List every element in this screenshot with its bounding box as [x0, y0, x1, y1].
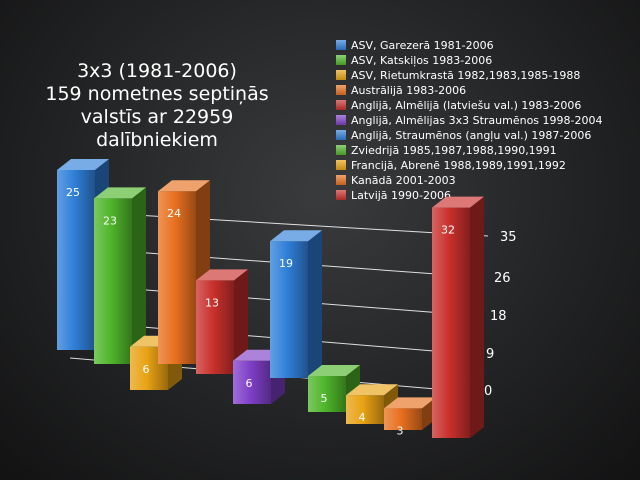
legend-swatch	[336, 145, 346, 155]
y-tick-label: 35	[500, 230, 517, 245]
legend-swatch	[336, 130, 346, 140]
bar-top	[270, 230, 322, 242]
bar-value-label: 6	[246, 377, 253, 390]
bar-value-label: 25	[66, 186, 80, 199]
legend-swatch	[336, 85, 346, 95]
bar-front	[270, 241, 308, 378]
legend-swatch	[336, 100, 346, 110]
bar-front	[346, 395, 384, 424]
legend-label: ASV, Garezerā 1981-2006	[351, 39, 494, 52]
y-tick-label: 26	[494, 271, 511, 286]
bar: 3	[384, 397, 436, 437]
legend-label: Zviedrijā 1985,1987,1988,1990,1991	[351, 144, 557, 157]
bar-top	[196, 269, 248, 281]
bar-top	[432, 196, 484, 208]
bars: 25 23 6 24 13 6 19 5 4 3 32	[57, 159, 484, 438]
legend-swatch	[336, 115, 346, 125]
bar: 19	[270, 230, 322, 378]
legend-swatch	[336, 175, 346, 185]
bar-top	[57, 159, 109, 170]
legend-label: ASV, Rietumkrastā 1982,1983,1985-1988	[351, 69, 580, 82]
bar-top	[308, 365, 360, 376]
bar-front	[432, 207, 470, 438]
bar: 13	[196, 269, 248, 374]
legend-label: Anglijā, Straumēnos (angļu val.) 1987-20…	[351, 129, 591, 142]
bar-front	[384, 408, 422, 430]
legend-swatch	[336, 70, 346, 80]
bar-top	[384, 397, 436, 409]
bar-top	[158, 180, 210, 192]
title-line-3: valstīs ar 22959	[81, 106, 234, 128]
bar-value-label: 24	[167, 207, 181, 220]
legend-label: Kanādā 2001-2003	[351, 174, 456, 187]
bar-value-label: 3	[397, 424, 404, 437]
legend-label: Anglijā, Almēlijas 3x3 Straumēnos 1998-2…	[351, 114, 603, 127]
bar-front	[308, 376, 346, 412]
bar-front	[57, 170, 95, 350]
y-tick-label: 0	[484, 384, 492, 399]
bar-top	[94, 187, 146, 199]
bar-value-label: 23	[103, 214, 117, 227]
bar-value-label: 4	[359, 411, 366, 424]
bar-side	[234, 269, 248, 374]
bar-top	[346, 384, 398, 396]
legend: ASV, Garezerā 1981-2006 ASV, Katskiļos 19…	[336, 39, 603, 202]
bar-side	[132, 187, 146, 364]
bar: 32	[432, 196, 484, 438]
legend-label: Austrālijā 1983-2006	[351, 84, 466, 97]
bar: 23	[94, 187, 146, 364]
legend-swatch	[336, 40, 346, 50]
legend-swatch	[336, 190, 346, 200]
bar-side	[470, 196, 484, 438]
title-line-1: 3x3 (1981-2006)	[77, 60, 237, 82]
chart-title: 3x3 (1981-2006) 159 nometnes septiņās va…	[45, 60, 268, 151]
legend-label: ASV, Katskiļos 1983-2006	[351, 54, 492, 67]
bar-value-label: 19	[279, 257, 293, 270]
y-tick-label: 18	[490, 309, 507, 324]
bar-front	[94, 198, 132, 364]
bar-front	[158, 191, 196, 364]
y-tick-label: 9	[486, 347, 494, 362]
legend-label: Anglijā, Almēlijā (latviešu val.) 1983-2…	[351, 99, 581, 112]
legend-swatch	[336, 160, 346, 170]
legend-swatch	[336, 55, 346, 65]
legend-label: Latvijā 1990-2006	[351, 189, 451, 202]
bar-front	[233, 360, 271, 404]
bar-front	[196, 280, 234, 374]
bar-value-label: 6	[143, 363, 150, 376]
title-line-4: dalībniekiem	[96, 129, 218, 151]
bar-value-label: 13	[205, 296, 219, 309]
bar-side	[308, 230, 322, 378]
title-line-2: 159 nometnes septiņās	[45, 83, 268, 105]
legend-label: Francijā, Abrenē 1988,1989,1991,1992	[351, 159, 566, 172]
bar-value-label: 5	[321, 392, 328, 405]
bar-value-label: 32	[441, 224, 455, 237]
